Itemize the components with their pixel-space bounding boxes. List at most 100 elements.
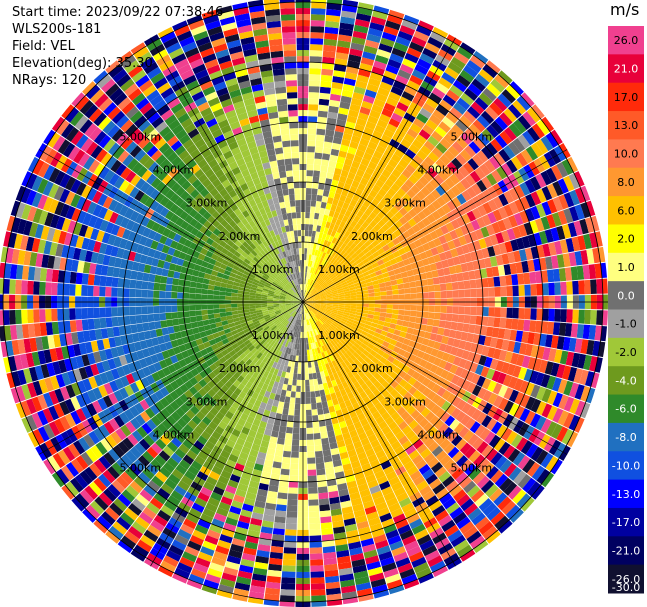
velocity-gate (594, 231, 603, 247)
velocity-gate (572, 280, 579, 295)
velocity-gate (190, 321, 198, 329)
velocity-gate (374, 291, 381, 297)
velocity-gate (353, 317, 361, 322)
velocity-gate (313, 164, 321, 172)
velocity-gate (307, 152, 315, 159)
velocity-gate (225, 291, 232, 297)
velocity-gate (414, 180, 425, 191)
velocity-gate (310, 397, 317, 404)
velocity-gate (335, 125, 345, 133)
velocity-gate (366, 317, 373, 323)
velocity-gate (315, 300, 321, 302)
velocity-gate (436, 397, 447, 408)
velocity-gate (465, 222, 475, 233)
velocity-gate (529, 320, 537, 333)
velocity-gate (577, 353, 587, 369)
velocity-gate (422, 124, 435, 136)
velocity-gate (344, 303, 351, 306)
velocity-gate (335, 270, 341, 277)
velocity-gate (373, 223, 382, 232)
velocity-gate (457, 281, 465, 290)
velocity-gate (512, 226, 522, 239)
velocity-gate (530, 384, 541, 399)
velocity-gate (472, 260, 480, 270)
velocity-gate (318, 213, 324, 221)
velocity-gate (395, 324, 403, 331)
velocity-gate (334, 261, 341, 268)
velocity-gate (142, 272, 150, 282)
velocity-gate (273, 455, 283, 463)
velocity-gate (557, 178, 569, 194)
velocity-gate (318, 177, 326, 184)
velocity-gate (450, 219, 460, 230)
velocity-gate (324, 277, 331, 283)
velocity-gate (369, 189, 378, 198)
velocity-gate (554, 282, 561, 295)
velocity-gate (579, 218, 589, 235)
velocity-gate (207, 304, 214, 310)
velocity-gate (492, 348, 502, 360)
velocity-gate (342, 286, 349, 290)
velocity-gate (311, 194, 317, 201)
velocity-gate (288, 481, 298, 488)
velocity-gate (385, 201, 394, 211)
velocity-gate (450, 185, 462, 197)
velocity-gate (350, 308, 357, 312)
velocity-gate (325, 221, 331, 229)
velocity-gate (412, 389, 422, 400)
velocity-gate (330, 288, 337, 292)
velocity-gate (565, 351, 575, 366)
velocity-gate (360, 316, 368, 321)
velocity-gate (342, 0, 359, 7)
velocity-gate (282, 450, 291, 458)
velocity-gate (310, 254, 315, 262)
velocity-gate (556, 426, 569, 442)
velocity-gate (531, 465, 545, 481)
velocity-gate (536, 308, 543, 321)
velocity-gate (501, 230, 510, 242)
velocity-gate (316, 225, 322, 232)
velocity-gate (339, 320, 347, 325)
velocity-gate (354, 230, 362, 238)
velocity-gate (346, 240, 354, 248)
velocity-gate (412, 214, 422, 224)
velocity-gate (313, 268, 317, 275)
velocity-gate (332, 306, 339, 309)
velocity-gate (375, 328, 383, 334)
velocity-gate (284, 541, 297, 548)
velocity-gate (449, 107, 463, 120)
velocity-gate (392, 250, 401, 258)
velocity-gate (378, 43, 393, 53)
velocity-gate (338, 298, 345, 301)
velocity-gate (540, 374, 551, 388)
velocity-gate (541, 472, 555, 488)
velocity-gate (347, 232, 354, 240)
velocity-gate (524, 410, 536, 425)
velocity-gate (319, 308, 326, 313)
velocity-gate (418, 20, 434, 31)
velocity-gate (482, 87, 497, 102)
velocity-gate (345, 332, 353, 339)
velocity-gate (488, 307, 495, 317)
velocity-gate (274, 449, 284, 457)
velocity-gate (367, 161, 378, 171)
velocity-gate (464, 341, 473, 352)
velocity-gate (400, 326, 408, 333)
velocity-gate (379, 240, 387, 248)
velocity-gate (446, 161, 458, 174)
velocity-gate (367, 285, 374, 290)
velocity-gate (380, 304, 387, 309)
velocity-gate (331, 237, 338, 244)
velocity-gate (508, 201, 519, 215)
velocity-gate (410, 287, 417, 294)
velocity-gate (341, 138, 351, 147)
velocity-gate (551, 165, 563, 181)
velocity-gate (314, 444, 323, 452)
velocity-gate (324, 312, 331, 317)
velocity-gate (321, 252, 327, 259)
velocity-gate (571, 236, 581, 252)
velocity-gate (329, 93, 341, 102)
velocity-gate (317, 116, 327, 124)
velocity-gate (456, 322, 464, 332)
velocity-gate (147, 306, 154, 314)
